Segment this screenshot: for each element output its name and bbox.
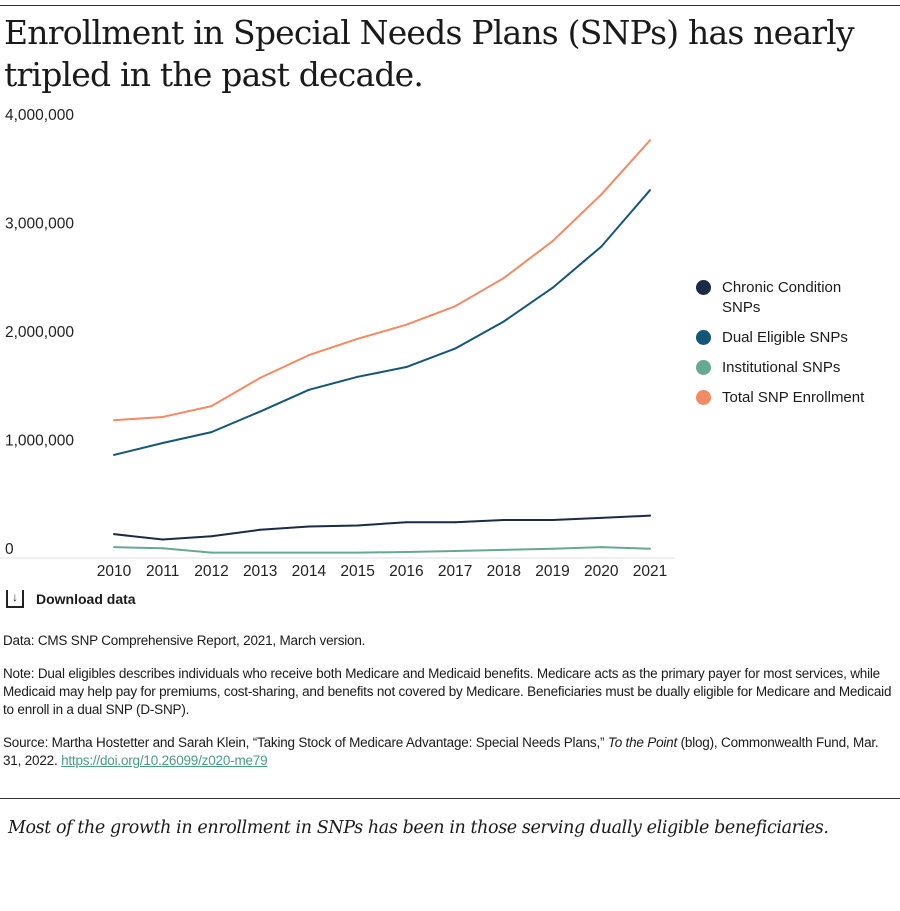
data-point-chronic-condition-snps (502, 519, 505, 522)
data-point-chronic-condition-snps (551, 519, 554, 522)
data-point-total-snp-enrollment (502, 277, 505, 280)
data-point-institutional-snps (210, 551, 213, 554)
x-tick-label: 2012 (194, 563, 228, 580)
data-point-chronic-condition-snps (454, 521, 457, 524)
data-point-institutional-snps (405, 551, 408, 554)
notes: Data: CMS SNP Comprehensive Report, 2021… (3, 632, 898, 785)
legend: Chronic Condition SNPs Dual Eligible SNPs… (696, 278, 896, 418)
source-publication: To the Point (607, 735, 678, 750)
y-tick-label: 0 (5, 541, 14, 558)
legend-item: Total SNP Enrollment (696, 388, 896, 408)
x-tick-label: 2014 (292, 563, 327, 580)
data-point-institutional-snps (454, 549, 457, 552)
series-line-institutional-snps (113, 546, 651, 554)
data-point-dual-eligible-snps (113, 453, 115, 456)
legend-label: Total SNP Enrollment (722, 389, 865, 406)
data-point-dual-eligible-snps (551, 286, 554, 289)
data-point-total-snp-enrollment (600, 193, 603, 196)
legend-item: Chronic Condition SNPs (696, 278, 896, 318)
data-point-dual-eligible-snps (405, 366, 408, 369)
y-tick-label: 3,000,000 (5, 216, 74, 233)
data-point-institutional-snps (161, 547, 164, 550)
data-point-institutional-snps (113, 546, 115, 549)
note: Note: Dual eligibles describes individua… (3, 666, 892, 717)
data-point-dual-eligible-snps (356, 375, 359, 378)
legend-label: Institutional SNPs (722, 359, 841, 376)
line-chart: 0 1,000,000 2,000,000 3,000,000 4,000,000 201… (0, 107, 675, 580)
data-point-chronic-condition-snps (600, 516, 603, 519)
data-point-chronic-condition-snps (259, 528, 262, 531)
download-data-button[interactable]: ↓ Download data (6, 590, 136, 608)
source-text: Source: Martha Hostetter and Sarah Klein… (3, 735, 608, 750)
legend-item: Institutional SNPs (696, 358, 896, 378)
data-point-dual-eligible-snps (307, 388, 310, 391)
data-point-dual-eligible-snps (600, 245, 603, 248)
x-tick-label: 2018 (487, 563, 521, 580)
data-point-total-snp-enrollment (259, 376, 262, 379)
data-point-institutional-snps (502, 548, 505, 551)
data-point-dual-eligible-snps (454, 347, 457, 350)
source: Source: Martha Hostetter and Sarah Klein… (3, 734, 898, 770)
legend-swatch (696, 280, 711, 295)
legend-item: Dual Eligible SNPs (696, 328, 896, 348)
source-text-2: (blog), Commonwealth Fund, Mar. 31, 2022… (3, 735, 879, 768)
x-tick-label: 2015 (340, 563, 374, 580)
data-note: Data: CMS SNP Comprehensive Report, 2021… (3, 633, 366, 648)
data-point-dual-eligible-snps (502, 320, 505, 323)
data-point-total-snp-enrollment (356, 337, 359, 340)
caption: Most of the growth in enrollment in SNPs… (8, 818, 829, 838)
data-point-dual-eligible-snps (649, 189, 651, 192)
data-point-chronic-condition-snps (356, 524, 359, 527)
y-tick-label: 2,000,000 (5, 324, 74, 341)
legend-swatch (696, 360, 711, 375)
x-tick-label: 2016 (389, 563, 423, 580)
data-point-institutional-snps (600, 546, 603, 549)
data-point-total-snp-enrollment (113, 419, 115, 422)
data-point-total-snp-enrollment (551, 240, 554, 243)
data-point-dual-eligible-snps (210, 431, 213, 434)
x-tick-label: 2011 (146, 563, 179, 580)
data-point-institutional-snps (307, 551, 310, 554)
data-point-institutional-snps (551, 547, 554, 550)
x-tick-label: 2010 (97, 563, 132, 580)
x-tick-label: 2019 (535, 563, 569, 580)
legend-swatch (696, 330, 711, 345)
top-divider (0, 5, 900, 6)
data-point-total-snp-enrollment (210, 405, 213, 408)
data-point-dual-eligible-snps (161, 441, 164, 444)
data-point-chronic-condition-snps (307, 525, 310, 528)
series-line-chronic-condition-snps (113, 514, 651, 541)
x-tick-label: 2017 (438, 563, 472, 580)
series-line-dual-eligible-snps (113, 189, 651, 456)
data-point-chronic-condition-snps (649, 514, 651, 517)
data-point-total-snp-enrollment (161, 415, 164, 418)
caption-divider (0, 798, 900, 799)
data-point-dual-eligible-snps (259, 410, 262, 413)
download-label: Download data (36, 591, 136, 607)
data-point-institutional-snps (356, 551, 359, 554)
data-point-institutional-snps (649, 547, 651, 550)
data-point-chronic-condition-snps (210, 535, 213, 538)
legend-label: Chronic Condition SNPs (722, 279, 842, 316)
data-point-institutional-snps (259, 551, 262, 554)
y-tick-label: 4,000,000 (5, 107, 74, 124)
y-tick-label: 1,000,000 (5, 433, 74, 450)
data-point-chronic-condition-snps (113, 533, 115, 536)
data-point-chronic-condition-snps (161, 538, 164, 541)
data-point-total-snp-enrollment (649, 139, 651, 142)
series-line-total-snp-enrollment (113, 139, 651, 422)
legend-label: Dual Eligible SNPs (722, 329, 848, 346)
data-point-total-snp-enrollment (307, 354, 310, 357)
x-tick-label: 2013 (243, 563, 277, 580)
x-tick-label: 2021 (633, 563, 667, 580)
data-point-chronic-condition-snps (405, 521, 408, 524)
x-tick-label: 2020 (584, 563, 619, 580)
download-icon: ↓ (6, 590, 24, 608)
source-link[interactable]: https://doi.org/10.26099/z020-me79 (61, 753, 268, 768)
data-point-total-snp-enrollment (454, 305, 457, 308)
chart-title: Enrollment in Special Needs Plans (SNPs)… (4, 13, 855, 94)
legend-swatch (696, 390, 711, 405)
data-point-total-snp-enrollment (405, 323, 408, 326)
